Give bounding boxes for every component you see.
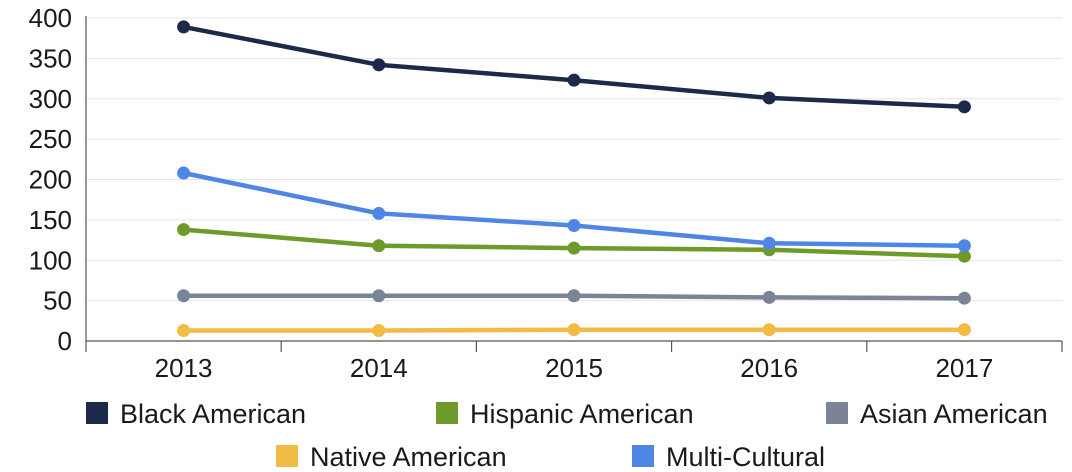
x-tick-label: 2015 [545, 353, 603, 383]
x-tick-label: 2014 [350, 353, 408, 383]
x-axis-ticks: 2013 2014 2015 2016 2017 [155, 353, 994, 383]
data-point-native-american [372, 324, 386, 338]
data-point-asian-american [567, 289, 581, 303]
legend-label: Hispanic American [470, 399, 694, 429]
y-tick-label: 50 [43, 286, 72, 316]
data-point-black-american [177, 20, 191, 34]
legend-item-hispanic-american: Hispanic American [436, 399, 694, 429]
axes [85, 16, 1063, 352]
legend-item-asian-american: Asian American [826, 399, 1048, 429]
gridlines [86, 17, 1062, 302]
data-point-native-american [762, 323, 776, 337]
data-point-hispanic-american [372, 239, 386, 253]
data-point-hispanic-american [177, 223, 191, 237]
series-points [177, 20, 971, 338]
y-tick-label: 400 [29, 3, 72, 33]
data-point-multi-cultural [762, 236, 776, 250]
y-tick-label: 200 [29, 165, 72, 195]
legend-label: Black American [120, 399, 306, 429]
series-line-black-american [181, 24, 967, 110]
legend-swatch [632, 445, 654, 467]
data-point-hispanic-american [567, 241, 581, 255]
data-point-black-american [567, 73, 581, 87]
legend-label: Native American [310, 442, 507, 472]
data-point-black-american [762, 91, 776, 105]
data-point-asian-american [957, 291, 971, 305]
y-tick-label: 350 [29, 43, 72, 73]
legend-label: Asian American [860, 399, 1048, 429]
data-point-multi-cultural [957, 239, 971, 253]
data-point-black-american [372, 58, 386, 72]
legend-label: Multi-Cultural [666, 442, 825, 472]
y-tick-label: 250 [29, 124, 72, 154]
data-point-hispanic-american [957, 249, 971, 263]
data-point-native-american [567, 323, 581, 337]
legend-item-black-american: Black American [86, 399, 306, 429]
data-point-asian-american [762, 290, 776, 304]
data-point-asian-american [372, 289, 386, 303]
data-point-multi-cultural [567, 219, 581, 233]
legend-swatch [826, 402, 848, 424]
y-axis-ticks: 0 50 100 150 200 250 300 350 400 [29, 3, 72, 356]
x-tick-label: 2013 [155, 353, 213, 383]
x-tick-label: 2017 [935, 353, 993, 383]
y-tick-label: 300 [29, 84, 72, 114]
legend-item-native-american: Native American [276, 442, 507, 472]
legend-swatch [86, 402, 108, 424]
legend-item-multi-cultural: Multi-Cultural [632, 442, 825, 472]
legend: Black American Hispanic American Asian Ame… [86, 399, 1048, 472]
legend-swatch [276, 445, 298, 467]
x-tick-label: 2016 [740, 353, 798, 383]
data-point-native-american [957, 323, 971, 337]
series-lines [181, 24, 967, 333]
data-point-black-american [957, 100, 971, 114]
y-tick-label: 0 [58, 326, 72, 356]
data-point-multi-cultural [177, 166, 191, 180]
data-point-asian-american [177, 289, 191, 303]
data-point-native-american [177, 324, 191, 338]
legend-swatch [436, 402, 458, 424]
series-line-multi-cultural [181, 170, 967, 248]
y-tick-label: 150 [29, 205, 72, 235]
data-point-multi-cultural [372, 206, 386, 220]
y-tick-label: 100 [29, 245, 72, 275]
